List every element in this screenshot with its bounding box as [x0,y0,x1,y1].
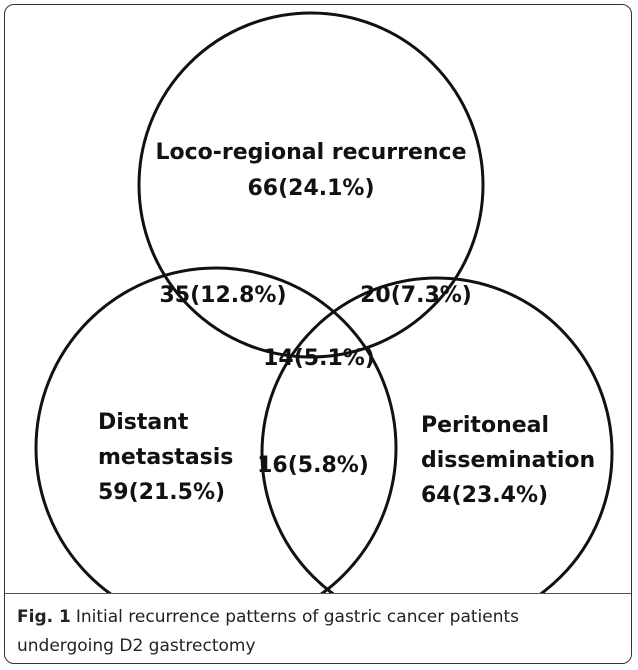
region-label: 35(12.8%) [159,283,286,308]
region-label: Loco-regional recurrence [155,140,466,165]
region-label: 14(5.1%) [263,346,375,371]
circle-peritoneal [260,276,614,593]
circle-loco-regional [137,11,485,359]
venn: Loco-regional recurrence 66(24.1%) 35(12.8… [34,11,614,593]
region-label: 64(23.4%) [421,483,548,508]
region-label: Peritoneal [421,413,549,438]
region-label: 59(21.5%) [98,480,225,505]
figure-frame: Loco-regional recurrence 66(24.1%) 35(12.8… [4,4,632,664]
region-label: 66(24.1%) [247,176,374,201]
caption: Fig. 1 Initial recurrence patterns of gas… [17,603,577,661]
divider [5,593,631,594]
caption-label: Fig. 1 [17,607,71,627]
circle-distant [34,266,398,593]
region-label: metastasis [98,445,233,470]
region-label: 16(5.8%) [257,453,369,478]
region-label: 20(7.3%) [360,283,472,308]
region-label: dissemination [421,448,595,473]
caption-text: Initial recurrence patterns of gastric c… [17,607,520,656]
region-label: Distant [98,410,189,435]
